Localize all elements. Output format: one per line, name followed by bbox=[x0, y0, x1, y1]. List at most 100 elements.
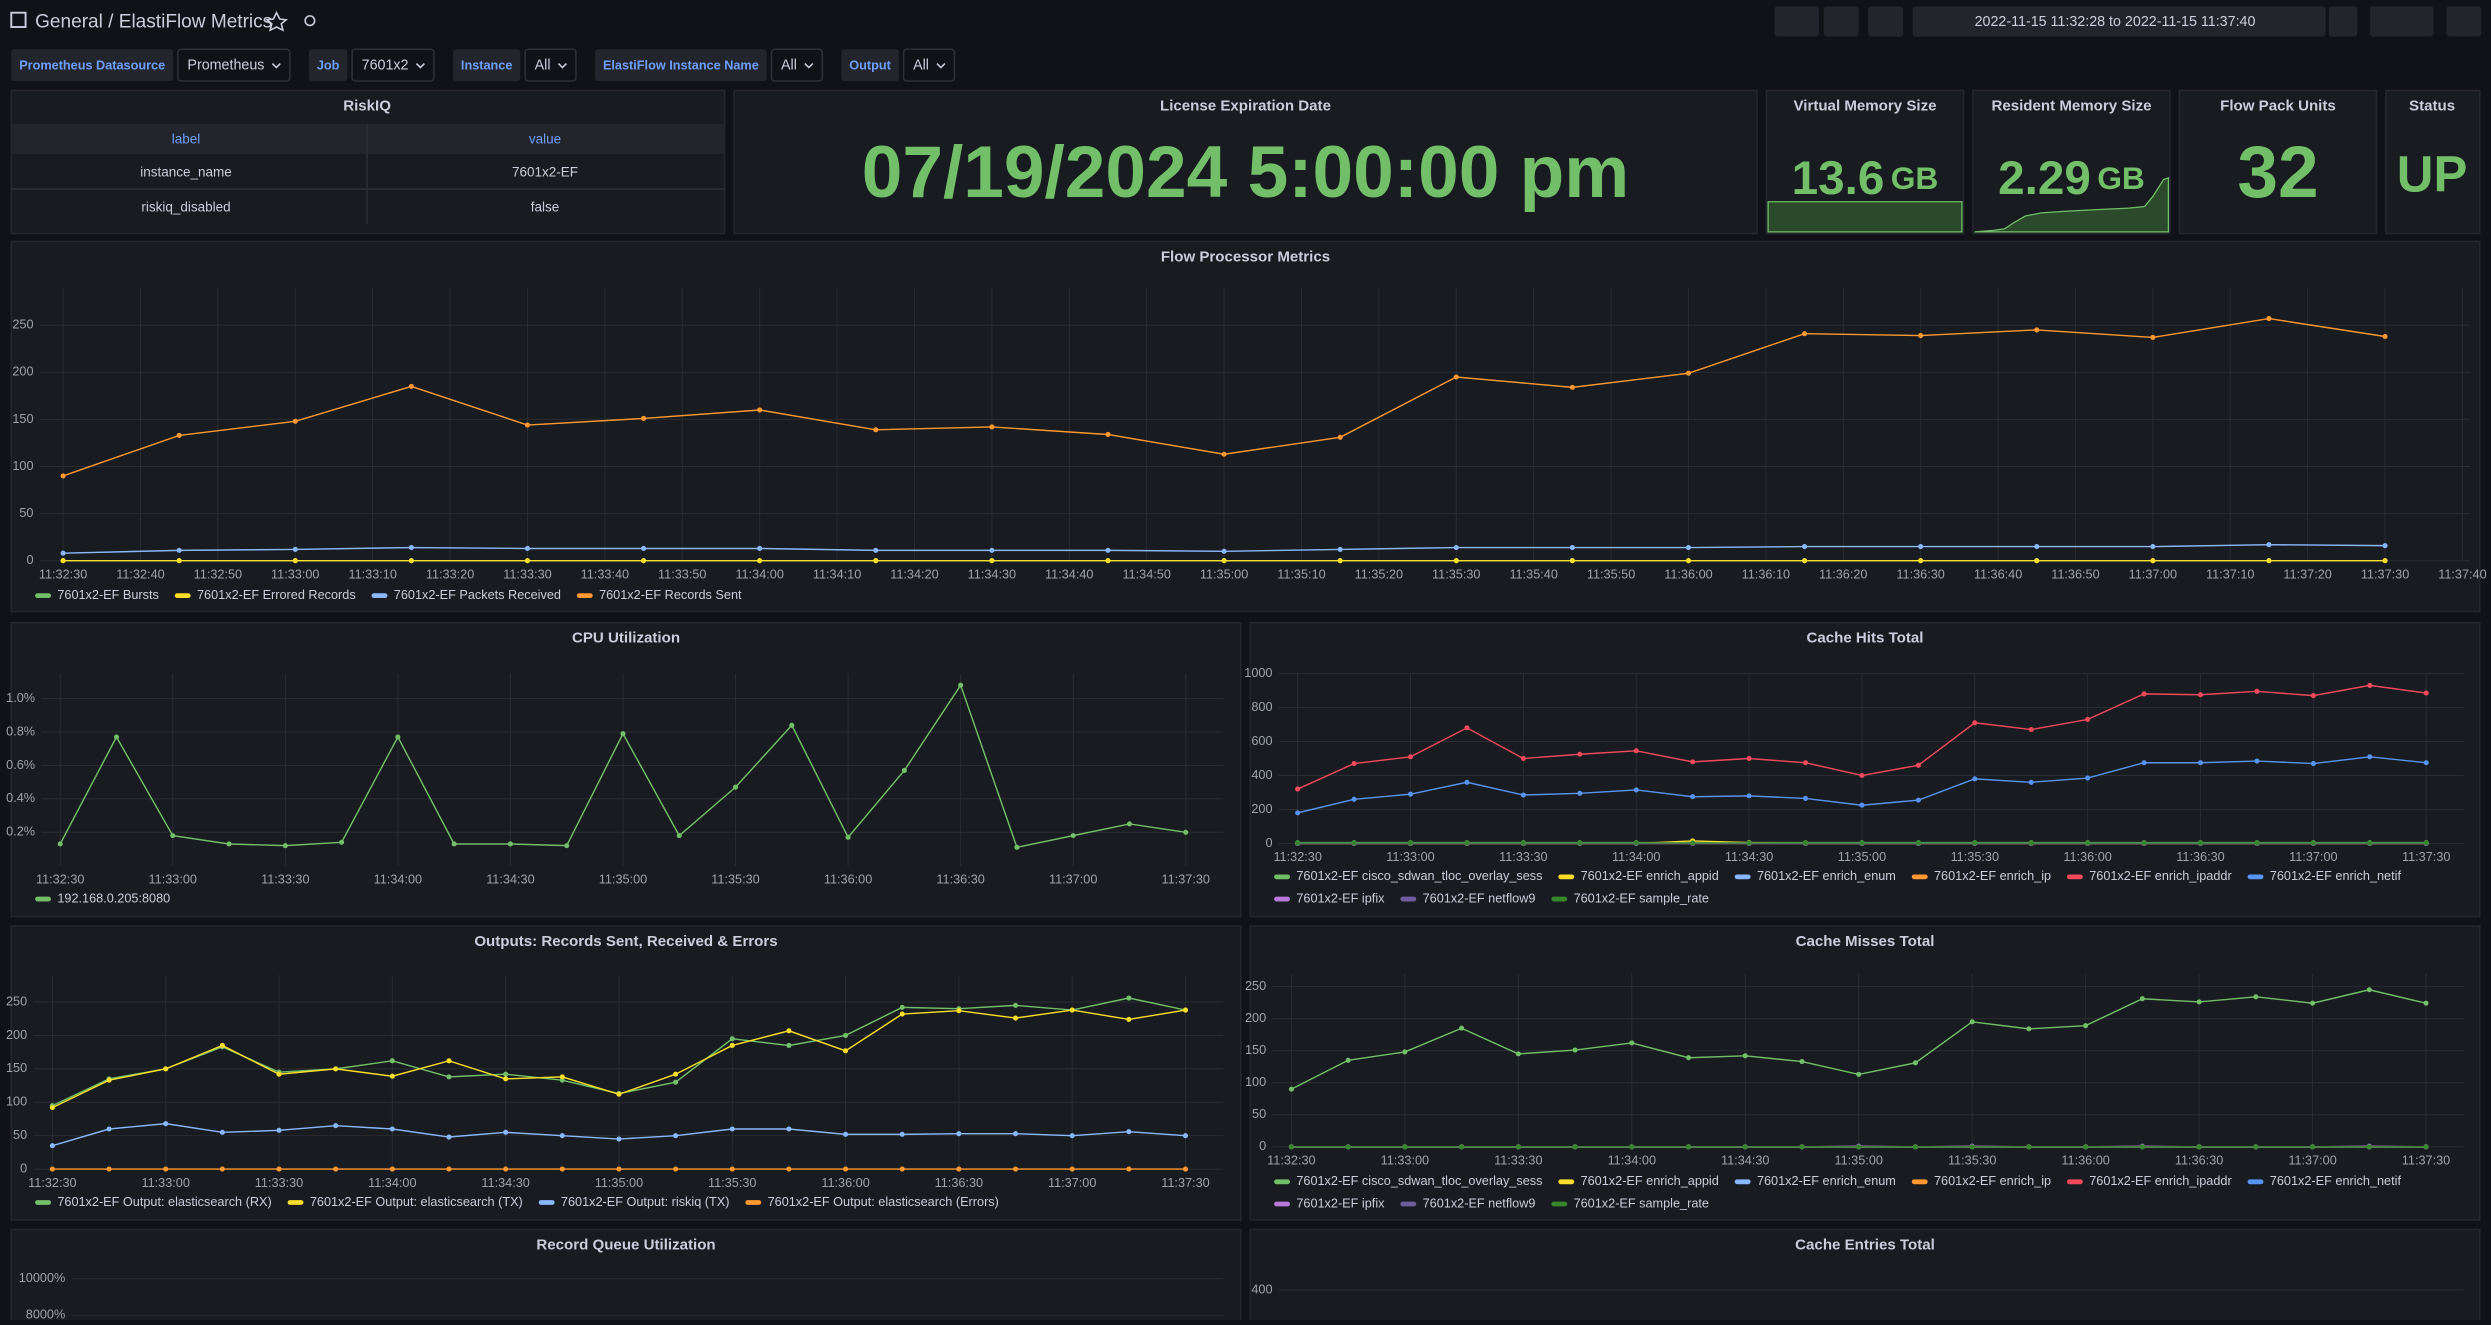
save-button[interactable] bbox=[1823, 6, 1859, 37]
legend-label[interactable]: 7601x2-EF ipfix bbox=[1296, 1196, 1385, 1210]
legend-label[interactable]: 7601x2-EF enrich_appid bbox=[1581, 869, 1719, 883]
legend-label[interactable]: 7601x2-EF Output: riskiq (TX) bbox=[561, 1195, 730, 1209]
legend-label[interactable]: 7601x2-EF enrich_ipaddr bbox=[2089, 869, 2232, 883]
data-point bbox=[2197, 760, 2204, 766]
legend-label[interactable]: 192.168.0.205:8080 bbox=[57, 891, 170, 905]
add-panel-button[interactable] bbox=[1774, 6, 1819, 37]
variable-select[interactable] bbox=[770, 48, 824, 82]
legend-label[interactable]: 7601x2-EF Output: elasticsearch (TX) bbox=[310, 1195, 523, 1209]
data-point bbox=[2423, 690, 2429, 696]
x-tick-label: 11:34:30 bbox=[1725, 850, 1773, 864]
legend-label[interactable]: 7601x2-EF cisco_sdwan_tloc_overlay_sess bbox=[1296, 869, 1542, 883]
legend-swatch bbox=[35, 1200, 51, 1205]
data-point bbox=[446, 1058, 452, 1064]
data-point bbox=[843, 1166, 849, 1172]
legend-label[interactable]: 7601x2-EF enrich_ip bbox=[1934, 1174, 2051, 1188]
legend-label[interactable]: 7601x2-EF enrich_ipaddr bbox=[2089, 1174, 2232, 1188]
data-point bbox=[729, 1126, 735, 1132]
sparkline bbox=[1974, 177, 2170, 233]
legend-label[interactable]: 7601x2-EF Packets Received bbox=[394, 588, 561, 602]
star-button[interactable] bbox=[265, 10, 288, 32]
legend-label[interactable]: 7601x2-EF Output: elasticsearch (RX) bbox=[57, 1195, 271, 1209]
view-mode-button[interactable] bbox=[2446, 6, 2482, 37]
legend-label[interactable]: 7601x2-EF enrich_enum bbox=[1757, 869, 1896, 883]
refresh-button[interactable] bbox=[2370, 6, 2434, 37]
data-point bbox=[276, 1166, 282, 1172]
data-point bbox=[1629, 1040, 1635, 1046]
stat-value: 32 bbox=[2237, 132, 2318, 213]
legend-label[interactable]: 7601x2-EF sample_rate bbox=[1574, 891, 1709, 905]
data-point bbox=[1799, 1144, 1805, 1150]
variable-select[interactable] bbox=[177, 48, 291, 82]
legend-label[interactable]: 7601x2-EF enrich_appid bbox=[1581, 1174, 1719, 1188]
panel bbox=[2178, 89, 2378, 235]
data-point bbox=[1459, 1144, 1465, 1150]
data-point bbox=[1690, 840, 1696, 846]
share-button[interactable] bbox=[304, 15, 316, 27]
data-point bbox=[1012, 1015, 1019, 1021]
panel-title: CPU Utilization bbox=[572, 630, 680, 647]
x-tick-label: 11:32:30 bbox=[28, 1176, 76, 1190]
data-point bbox=[1802, 795, 1809, 801]
data-point bbox=[2141, 760, 2147, 766]
legend-label[interactable]: 7601x2-EF ipfix bbox=[1296, 891, 1385, 905]
time-picker[interactable] bbox=[1912, 6, 2326, 37]
legend-label[interactable]: 7601x2-EF enrich_netif bbox=[2270, 1174, 2402, 1188]
legend-swatch bbox=[2066, 874, 2083, 880]
y-tick-label: 150 bbox=[1245, 1043, 1266, 1057]
x-tick-label: 11:37:00 bbox=[2129, 567, 2177, 581]
legend-label[interactable]: 7601x2-EF sample_rate bbox=[1574, 1196, 1709, 1210]
panel-title: Cache Misses Total bbox=[1796, 933, 1935, 950]
legend-label[interactable]: 7601x2-EF netflow9 bbox=[1423, 891, 1536, 905]
data-point bbox=[1685, 544, 1692, 551]
data-point bbox=[292, 546, 298, 552]
data-point bbox=[2367, 754, 2373, 760]
data-point bbox=[1918, 333, 1924, 339]
legend-label[interactable]: 7601x2-EF enrich_ip bbox=[1934, 869, 2051, 883]
data-point bbox=[2310, 693, 2316, 699]
x-tick-label: 11:34:50 bbox=[1122, 567, 1170, 581]
data-point bbox=[389, 1073, 395, 1079]
x-tick-label: 11:35:00 bbox=[1834, 1154, 1882, 1168]
zoom-out-button[interactable] bbox=[2328, 6, 2358, 37]
data-point bbox=[219, 1166, 225, 1172]
legend-label[interactable]: 7601x2-EF Records Sent bbox=[599, 588, 742, 602]
apps-icon[interactable] bbox=[10, 11, 27, 28]
variable-select[interactable] bbox=[351, 48, 435, 82]
data-point bbox=[1569, 544, 1575, 551]
data-point bbox=[1572, 1144, 1578, 1150]
legend-label[interactable]: 7601x2-EF Output: elasticsearch (Errors) bbox=[768, 1195, 999, 1209]
panel bbox=[1249, 1228, 2481, 1325]
column-header[interactable]: label bbox=[172, 131, 201, 146]
settings-button[interactable] bbox=[1868, 6, 1904, 37]
data-point bbox=[2254, 758, 2260, 764]
folder-link[interactable]: General bbox=[35, 11, 103, 32]
data-point bbox=[106, 1077, 112, 1083]
legend-label[interactable]: 7601x2-EF enrich_enum bbox=[1757, 1174, 1896, 1188]
data-point bbox=[2310, 1144, 2316, 1150]
legend-label[interactable]: 7601x2-EF netflow9 bbox=[1423, 1196, 1536, 1210]
data-point bbox=[333, 1166, 339, 1172]
unit: GB bbox=[2097, 160, 2145, 196]
legend-label[interactable]: 7601x2-EF cisco_sdwan_tloc_overlay_sess bbox=[1296, 1174, 1542, 1188]
data-point bbox=[1918, 558, 1924, 564]
column-header[interactable]: value bbox=[529, 131, 561, 146]
variable-label-box bbox=[308, 49, 348, 82]
data-point bbox=[292, 418, 298, 424]
variable-select[interactable] bbox=[524, 48, 577, 82]
data-point bbox=[616, 1136, 622, 1142]
legend-label[interactable]: 7601x2-EF Errored Records bbox=[197, 588, 356, 602]
variable-label: Output bbox=[849, 58, 891, 72]
variable-select[interactable] bbox=[902, 48, 956, 82]
data-point bbox=[226, 841, 232, 847]
legend-label[interactable]: 7601x2-EF enrich_netif bbox=[2270, 869, 2402, 883]
chevron bbox=[936, 62, 946, 69]
legend-label[interactable]: 7601x2-EF Bursts bbox=[57, 588, 159, 602]
x-tick-label: 11:34:20 bbox=[890, 567, 938, 581]
data-point bbox=[673, 1166, 679, 1172]
x-tick-label: 11:36:30 bbox=[2176, 850, 2224, 864]
data-point bbox=[389, 1126, 395, 1132]
data-point bbox=[1182, 1007, 1189, 1013]
